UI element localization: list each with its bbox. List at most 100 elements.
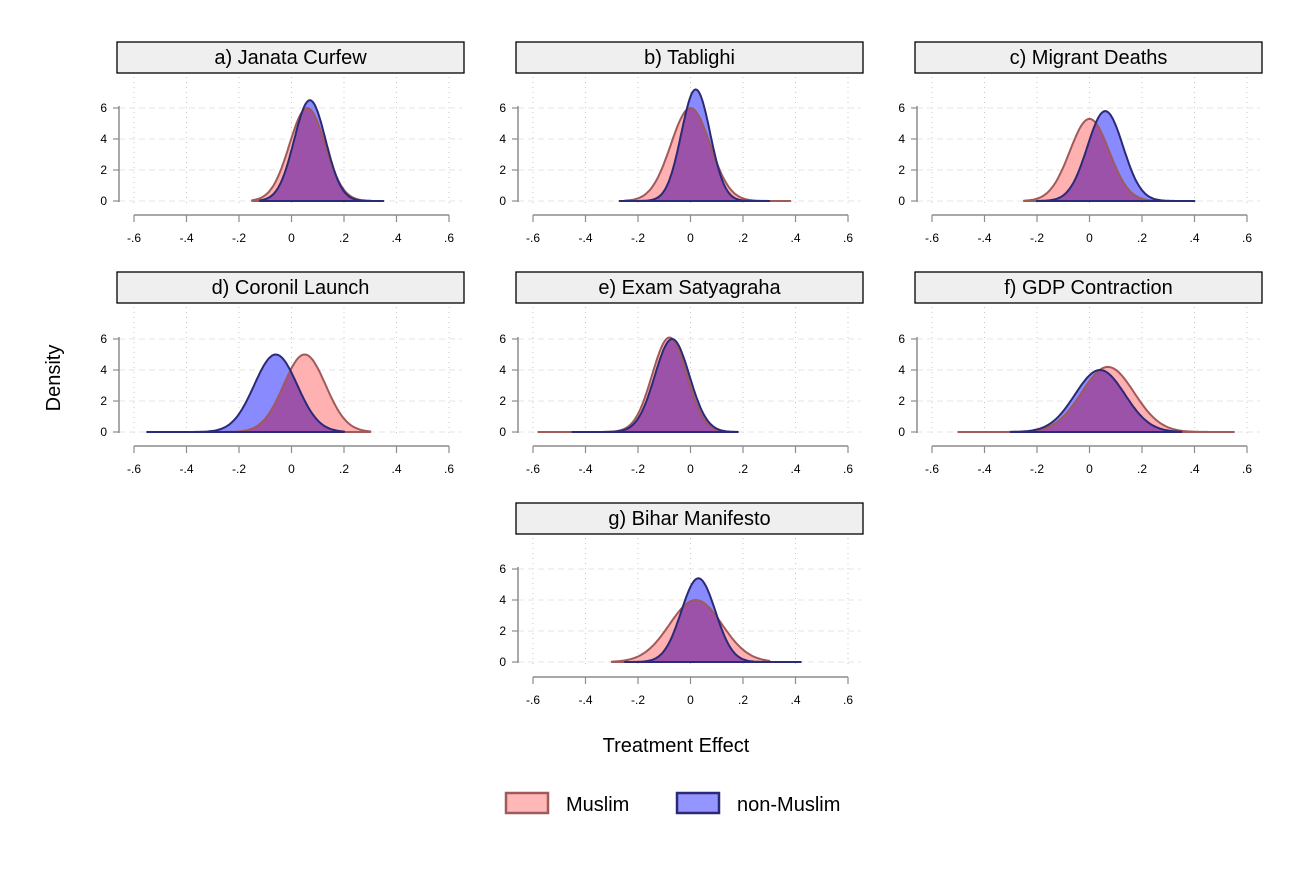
x-tick-label: -.6: [127, 462, 141, 476]
x-tick-label: .2: [738, 231, 748, 245]
x-tick-label: .4: [391, 462, 401, 476]
y-tick-label: 2: [898, 163, 905, 177]
panel-f: f) GDP Contraction 0 2 4 6 -.6 -.4 -.2 0 .2 .4 .6: [898, 271, 1263, 476]
x-tick-label: 0: [288, 231, 295, 245]
x-tick-label: .2: [738, 462, 748, 476]
x-tick-label: -.6: [925, 231, 939, 245]
x-tick-label: .2: [1137, 231, 1147, 245]
x-tick-label: .6: [1242, 462, 1252, 476]
x-tick-label: 0: [687, 693, 694, 707]
x-tick-label: -.4: [179, 231, 193, 245]
y-tick-label: 6: [898, 332, 905, 346]
legend-label-non-muslim: non-Muslim: [737, 794, 840, 816]
panel-e: e) Exam Satyagraha 0 2 4 6 -.6 -.4 -.2 0 .2 .4 .6: [499, 271, 864, 476]
panel-strip: [515, 502, 864, 535]
x-tick-label: -.2: [631, 462, 645, 476]
x-tick-label: -.2: [631, 693, 645, 707]
panel-title: a) Janata Curfew: [214, 47, 367, 69]
x-tick-label: -.2: [232, 231, 246, 245]
density-outline-non-muslim: [571, 338, 739, 433]
density-outline-non-muslim: [623, 577, 802, 663]
panel-title: e) Exam Satyagraha: [598, 277, 781, 299]
x-tick-label: -.4: [977, 462, 991, 476]
y-tick-label: 6: [100, 101, 107, 115]
y-tick-label: 6: [499, 562, 506, 576]
density-outline-non-muslim: [1009, 369, 1183, 433]
y-tick-label: 0: [499, 425, 506, 439]
x-tick-label: .2: [339, 231, 349, 245]
panel-strip: [515, 41, 864, 74]
x-tick-label: -.6: [526, 462, 540, 476]
x-tick-label: -.2: [1030, 231, 1044, 245]
x-tick-label: .6: [843, 693, 853, 707]
y-tick-label: 0: [499, 194, 506, 208]
x-tick-label: .6: [843, 231, 853, 245]
x-tick-label: -.2: [1030, 462, 1044, 476]
y-tick-label: 6: [100, 332, 107, 346]
density-outline-muslim: [537, 336, 731, 433]
panel-strip: [914, 41, 1263, 74]
density-outline-muslim: [610, 599, 771, 663]
y-tick-label: 4: [898, 363, 905, 377]
panel-g: g) Bihar Manifesto 0 2 4 6 -.6 -.4 -.2 0 .2 .4 .6: [499, 502, 864, 707]
y-tick-label: 2: [499, 624, 506, 638]
x-tick-label: .4: [790, 231, 800, 245]
y-tick-label: 2: [100, 394, 107, 408]
panel-title: c) Migrant Deaths: [1010, 47, 1168, 69]
panel-strip: [515, 271, 864, 304]
x-tick-label: -.4: [578, 462, 592, 476]
y-tick-label: 0: [100, 425, 107, 439]
y-axis-title: Density: [43, 345, 65, 412]
legend-swatch-muslim: [504, 791, 550, 815]
density-overlap: [260, 108, 371, 201]
panel-title: g) Bihar Manifesto: [608, 508, 770, 530]
panel-strip: [116, 41, 465, 74]
x-tick-label: -.6: [127, 231, 141, 245]
panel-d: d) Coronil Launch 0 2 4 6 -.6 -.4 -.2 0 .2 .4 .6: [100, 271, 465, 476]
y-tick-label: 0: [898, 425, 905, 439]
y-tick-label: 0: [100, 194, 107, 208]
y-tick-label: 2: [898, 394, 905, 408]
x-tick-label: 0: [1086, 462, 1093, 476]
y-tick-label: 4: [499, 363, 506, 377]
y-tick-label: 2: [499, 163, 506, 177]
legend-label-muslim: Muslim: [566, 794, 629, 816]
x-tick-label: .4: [1189, 462, 1199, 476]
panel-b: b) Tablighi 0 2 4 6 -.6 -.4 -.2 0 .2 .4 .6: [499, 41, 864, 245]
density-outline-non-muslim: [146, 353, 345, 433]
x-tick-label: .4: [391, 231, 401, 245]
panels-group: a) Janata Curfew 0 2 4 6 -.6 -.4 -.2 0 .2 .4 .6 b) T…: [100, 41, 1263, 707]
panel-a: a) Janata Curfew 0 2 4 6 -.6 -.4 -.2 0 .2 .4 .6: [100, 41, 465, 245]
y-tick-label: 6: [898, 101, 905, 115]
y-tick-label: 2: [499, 394, 506, 408]
y-tick-label: 0: [898, 194, 905, 208]
x-tick-label: -.2: [631, 231, 645, 245]
x-tick-label: .6: [444, 462, 454, 476]
x-tick-label: .2: [339, 462, 349, 476]
density-overlap: [1010, 370, 1182, 432]
density-outline-non-muslim: [618, 88, 771, 202]
x-tick-label: -.6: [925, 462, 939, 476]
x-axis-title: Treatment Effect: [603, 735, 750, 757]
x-tick-label: .4: [790, 693, 800, 707]
y-tick-label: 6: [499, 332, 506, 346]
legend: Muslim non-Muslim: [504, 791, 840, 816]
x-tick-label: .4: [1189, 231, 1199, 245]
x-tick-label: 0: [1086, 231, 1093, 245]
x-tick-label: .6: [444, 231, 454, 245]
panel-title: d) Coronil Launch: [212, 277, 370, 299]
x-tick-label: 0: [687, 462, 694, 476]
density-outline-non-muslim: [259, 99, 385, 202]
panel-c: c) Migrant Deaths 0 2 4 6 -.6 -.4 -.2 0 .2 .4 .6: [898, 41, 1263, 245]
y-tick-label: 4: [499, 132, 506, 146]
x-tick-label: -.6: [526, 693, 540, 707]
density-outline-non-muslim: [1036, 110, 1196, 202]
panel-strip: [116, 271, 465, 304]
panel-title: b) Tablighi: [644, 47, 735, 69]
panel-title: f) GDP Contraction: [1004, 277, 1173, 299]
x-tick-label: -.6: [526, 231, 540, 245]
y-tick-label: 4: [499, 593, 506, 607]
x-tick-label: -.4: [179, 462, 193, 476]
x-tick-label: .6: [1242, 231, 1252, 245]
